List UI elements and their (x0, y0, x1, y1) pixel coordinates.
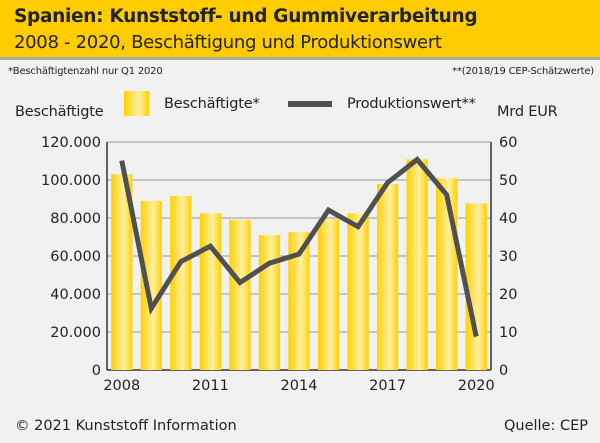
x-tick: 2020 (458, 378, 495, 394)
chart-subtitle: 2008 - 2020, Beschäftigung und Produktio… (14, 32, 442, 53)
note-left: *Beschäftigtenzahl nur Q1 2020 (8, 66, 163, 77)
y-tick-left: 40.000 (50, 287, 101, 303)
legend-line-label: Produktionswert** (347, 96, 476, 112)
copyright: © 2021 Kunststoff Information (15, 418, 237, 434)
y-tick-right: 40 (499, 211, 517, 227)
bar-2016 (347, 213, 369, 370)
x-tick: 2014 (281, 378, 318, 394)
bar-2013 (258, 235, 281, 370)
y-tick-right: 0 (499, 363, 508, 379)
y-tick-left: 100.000 (41, 173, 101, 189)
bar-2020 (465, 203, 487, 370)
source: Quelle: CEP (503, 418, 588, 434)
y-tick-left: 0 (92, 363, 101, 379)
y-tick-right: 50 (499, 173, 517, 189)
y-tick-right: 30 (499, 249, 517, 265)
x-tick: 2011 (192, 378, 229, 394)
bar-2008 (111, 174, 133, 370)
bar-2018 (406, 159, 428, 370)
y-tick-left: 120.000 (41, 135, 101, 151)
bar-2011 (199, 213, 222, 370)
y-tick-right: 60 (499, 135, 517, 151)
note-right: **(2018/19 CEP-Schätzwerte) (452, 66, 594, 77)
y-tick-right: 20 (499, 287, 517, 303)
bar-2012 (229, 219, 251, 370)
bar-2010 (170, 195, 192, 370)
bar-2015 (317, 219, 340, 370)
line-produktionswert (119, 156, 479, 338)
y-axis-left-label: Beschäftigte (15, 104, 104, 120)
bar-2009 (140, 200, 162, 370)
legend-bar-label: Beschäftigte* (164, 96, 260, 112)
header: Spanien: Kunststoff- und Gummiverarbeitu… (0, 0, 600, 60)
y-axis-right-label: Mrd EUR (497, 104, 558, 120)
x-tick: 2008 (103, 378, 140, 394)
y-tick-left: 20.000 (50, 325, 101, 341)
legend-bar-swatch (124, 91, 149, 116)
bar-2014 (288, 232, 310, 370)
chart-title: Spanien: Kunststoff- und Gummiverarbeitu… (14, 6, 478, 27)
y-tick-left: 60.000 (50, 249, 101, 265)
y-tick-left: 80.000 (50, 211, 101, 227)
y-tick-right: 10 (499, 325, 517, 341)
legend-line-swatch (288, 101, 332, 107)
x-tick: 2017 (369, 378, 406, 394)
bar-2017 (376, 183, 399, 370)
